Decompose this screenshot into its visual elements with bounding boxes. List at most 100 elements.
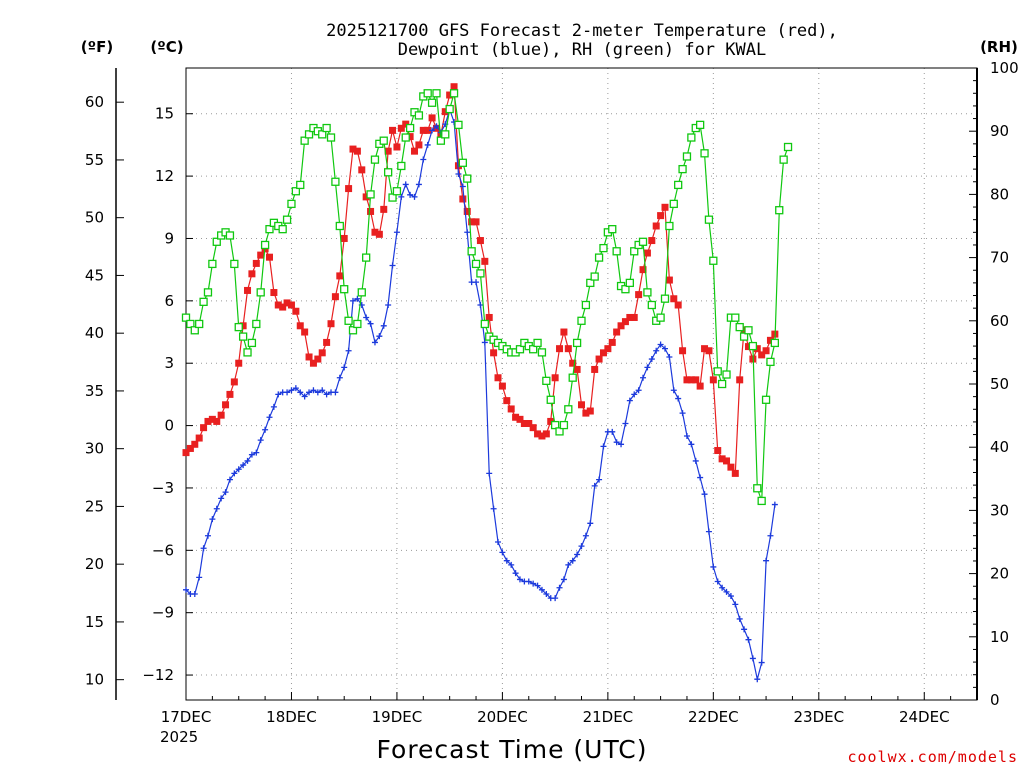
rh-point [340,285,349,294]
rh-point [476,269,485,278]
x-tick-label: 19DEC [372,708,423,726]
rh-point [247,338,257,348]
rh-point [779,155,788,164]
dewpoint-point [525,578,532,585]
grid [185,68,977,700]
rh-point [586,278,595,288]
rh-tick-label: 0 [990,691,1000,709]
dewpoint-point [587,520,594,527]
celsius-tick-label: 12 [155,167,174,185]
dewpoint-point [429,127,436,134]
rh-point [423,89,432,98]
dewpoint-point [371,339,378,346]
rh-point [234,322,243,332]
rh-tick-label: 60 [990,312,1009,330]
temperature-point [481,257,489,265]
dewpoint-point [204,532,211,539]
dewpoint-point [336,374,343,381]
rh-point [757,496,766,506]
dewpoint-point [657,341,664,348]
series-layer [181,83,793,683]
dewpoint-point [244,457,251,464]
temperature-point [723,457,731,465]
dewpoint-point [560,576,567,583]
rh-point [322,123,331,133]
temperature-point [520,420,528,427]
dewpoint-point [495,539,502,545]
dewpoint-point [415,181,422,188]
temperature-point [406,133,414,141]
rh-tick-label: 40 [990,438,1009,456]
dewpoint-point [297,389,304,396]
rh-point [564,405,573,414]
temperature-point [384,147,392,155]
rh-point [181,313,191,322]
rh-point [696,120,705,130]
dewpoint-point [661,345,668,352]
dewpoint-point [354,295,361,302]
rh-point [550,420,560,430]
rh-point [388,193,397,202]
rh-point [401,133,410,142]
rh-point [353,319,362,329]
dewpoint-point [284,389,291,396]
celsius-tick-label: 9 [164,229,174,247]
temperature-point [578,401,585,409]
rh-point [291,187,301,196]
rh-point [260,240,270,250]
rh-point [405,123,415,133]
temperature-point [687,376,695,384]
temperature-point [674,301,682,309]
rh-point [625,278,634,288]
temperature-point [490,349,498,357]
dewpoint-point [262,426,269,433]
dewpoint-point [288,387,295,394]
temperature-point [235,359,243,367]
temperature-point [415,141,423,149]
temperature-point [182,449,190,457]
rh-point [722,370,731,379]
dewpoint-point [745,636,752,643]
temperature-point [217,411,225,419]
celsius-tick-label: 15 [155,105,174,123]
temperature-point [569,359,577,367]
x-tick-label: 21DEC [583,708,634,726]
dewpoint-point [459,183,466,190]
dewpoint-point [710,563,717,570]
fahrenheit-tick-label: 40 [85,324,104,342]
rh-point [647,300,656,310]
rh-point [287,199,296,209]
rh-point [568,373,577,382]
rh-point [199,297,208,306]
temperature-point [265,253,273,261]
rh-point [621,285,630,294]
temperature-point [560,328,568,336]
dewpoint-point [688,441,695,448]
rh-point [186,319,195,329]
dewpoint-point [670,387,677,394]
dewpoint-point [618,441,625,448]
rh-tick-label: 70 [990,249,1009,267]
temperature-point [516,415,524,423]
temperature-point [226,390,234,398]
dewpoint-point [349,297,356,304]
temperature-point [617,322,625,330]
dewpoint-point [231,470,238,477]
rh-point [238,332,248,341]
rh-point [414,111,424,120]
dewpoint-point [763,557,770,564]
dewpoint-point [631,391,638,398]
temperature-point [397,124,405,132]
rh-point [203,288,213,297]
rh-unit-label: (RH) [980,38,1018,56]
dewpoint-point [196,574,203,581]
rh-point [770,338,780,348]
dewpoint-point [565,561,572,568]
rh-point [713,367,722,376]
rh-tick-label: 30 [990,501,1009,519]
rh-point [630,247,639,256]
dewpoint-point [314,389,321,396]
x-tick-label: 18DEC [266,708,317,726]
temperature-point [314,355,322,363]
rh-point [612,247,621,256]
